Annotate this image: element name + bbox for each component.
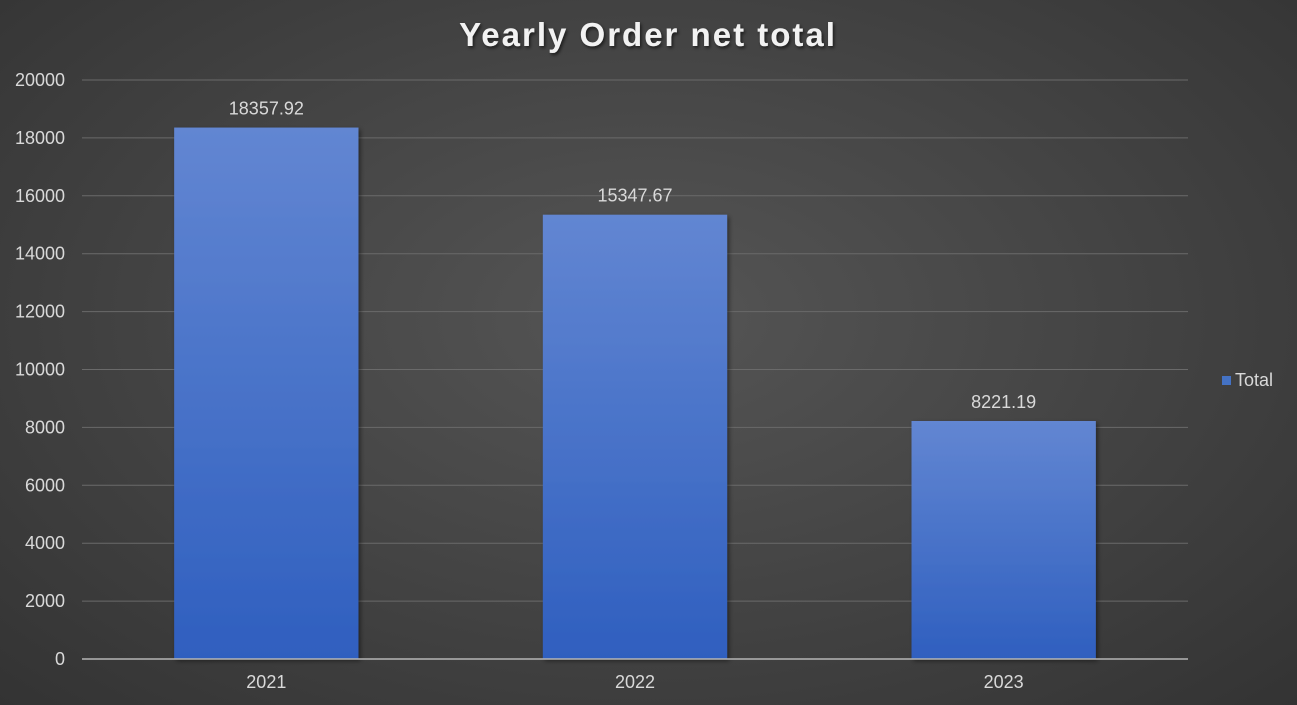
- x-tick-label-2021: 2021: [246, 672, 286, 692]
- y-tick-label: 0: [55, 649, 65, 669]
- y-tick-label: 12000: [15, 302, 65, 322]
- y-tick-label: 4000: [25, 533, 65, 553]
- y-tick-label: 18000: [15, 128, 65, 148]
- bar-2022: [542, 214, 728, 660]
- x-axis: 2021 2022 2023: [246, 672, 1023, 692]
- bar-2023: [911, 420, 1096, 659]
- y-tick-label: 2000: [25, 591, 65, 611]
- y-tick-label: 20000: [15, 70, 65, 90]
- y-tick-label: 8000: [25, 417, 65, 437]
- legend-swatch-total: [1222, 376, 1231, 385]
- data-label-2021: 18357.92: [229, 99, 304, 119]
- bars: [174, 127, 1096, 660]
- x-tick-label-2023: 2023: [984, 672, 1024, 692]
- data-label-2022: 15347.67: [597, 186, 672, 206]
- y-tick-label: 6000: [25, 475, 65, 495]
- data-labels: 18357.92 15347.67 8221.19: [229, 99, 1036, 412]
- legend: Total: [1222, 370, 1273, 390]
- y-tick-label: 16000: [15, 186, 65, 206]
- bar-2021: [174, 127, 359, 660]
- data-label-2023: 8221.19: [971, 392, 1036, 412]
- y-axis: 0 2000 4000 6000 8000 10000 12000 14000 16000 180…: [15, 70, 65, 669]
- legend-label-total: Total: [1235, 370, 1273, 390]
- chart-title: Yearly Order net total: [459, 16, 837, 53]
- x-tick-label-2022: 2022: [615, 672, 655, 692]
- y-tick-label: 10000: [15, 360, 65, 380]
- y-tick-label: 14000: [15, 244, 65, 264]
